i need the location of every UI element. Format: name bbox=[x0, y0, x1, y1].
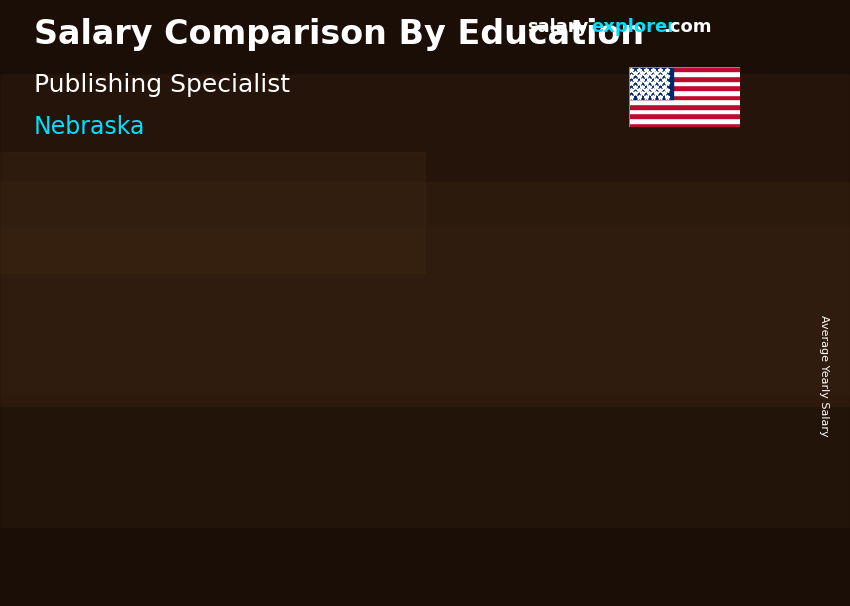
Bar bbox=[455, 283, 462, 509]
Bar bbox=[279, 354, 286, 509]
Text: +23%: +23% bbox=[524, 153, 623, 182]
Text: 63,500 USD: 63,500 USD bbox=[95, 351, 202, 370]
Bar bbox=[629, 99, 740, 104]
Bar bbox=[0, 0, 850, 73]
Text: +16%: +16% bbox=[173, 281, 271, 310]
Bar bbox=[0, 527, 850, 606]
Text: salary: salary bbox=[527, 18, 588, 36]
Text: Nebraska: Nebraska bbox=[34, 115, 145, 139]
Text: Publishing Specialist: Publishing Specialist bbox=[34, 73, 290, 97]
Bar bbox=[631, 230, 722, 237]
Text: 73,500 USD: 73,500 USD bbox=[275, 330, 382, 348]
Bar bbox=[455, 283, 546, 288]
Bar bbox=[455, 283, 546, 509]
Bar bbox=[279, 354, 370, 509]
Text: Salary Comparison By Education: Salary Comparison By Education bbox=[34, 18, 644, 51]
Text: 132,000 USD: 132,000 USD bbox=[627, 207, 745, 225]
Bar bbox=[0, 224, 850, 406]
Bar bbox=[629, 85, 740, 90]
Bar bbox=[0, 406, 850, 527]
Bar bbox=[629, 72, 740, 76]
Bar bbox=[629, 81, 740, 85]
Bar bbox=[0, 182, 850, 394]
Text: .com: .com bbox=[663, 18, 711, 36]
Bar bbox=[631, 230, 638, 509]
Bar bbox=[187, 375, 194, 509]
Bar bbox=[629, 90, 740, 95]
Bar bbox=[539, 283, 546, 509]
Text: Average Yearly Salary: Average Yearly Salary bbox=[819, 315, 829, 436]
Bar bbox=[0, 73, 850, 224]
Bar bbox=[103, 375, 194, 509]
Text: explorer: explorer bbox=[591, 18, 676, 36]
Bar bbox=[629, 122, 740, 127]
Bar bbox=[715, 230, 722, 509]
Bar bbox=[363, 354, 370, 509]
Bar bbox=[629, 67, 740, 72]
Bar bbox=[279, 354, 370, 358]
Bar bbox=[629, 118, 740, 122]
Bar bbox=[629, 67, 673, 99]
Bar bbox=[103, 375, 110, 509]
Bar bbox=[0, 152, 425, 273]
Bar bbox=[629, 113, 740, 118]
Bar bbox=[629, 108, 740, 113]
Bar bbox=[629, 95, 740, 99]
Bar bbox=[631, 230, 722, 509]
Text: +46%: +46% bbox=[349, 195, 447, 224]
Text: 107,000 USD: 107,000 USD bbox=[451, 260, 569, 278]
Bar bbox=[103, 375, 194, 378]
Bar bbox=[629, 76, 740, 81]
Bar bbox=[629, 104, 740, 108]
